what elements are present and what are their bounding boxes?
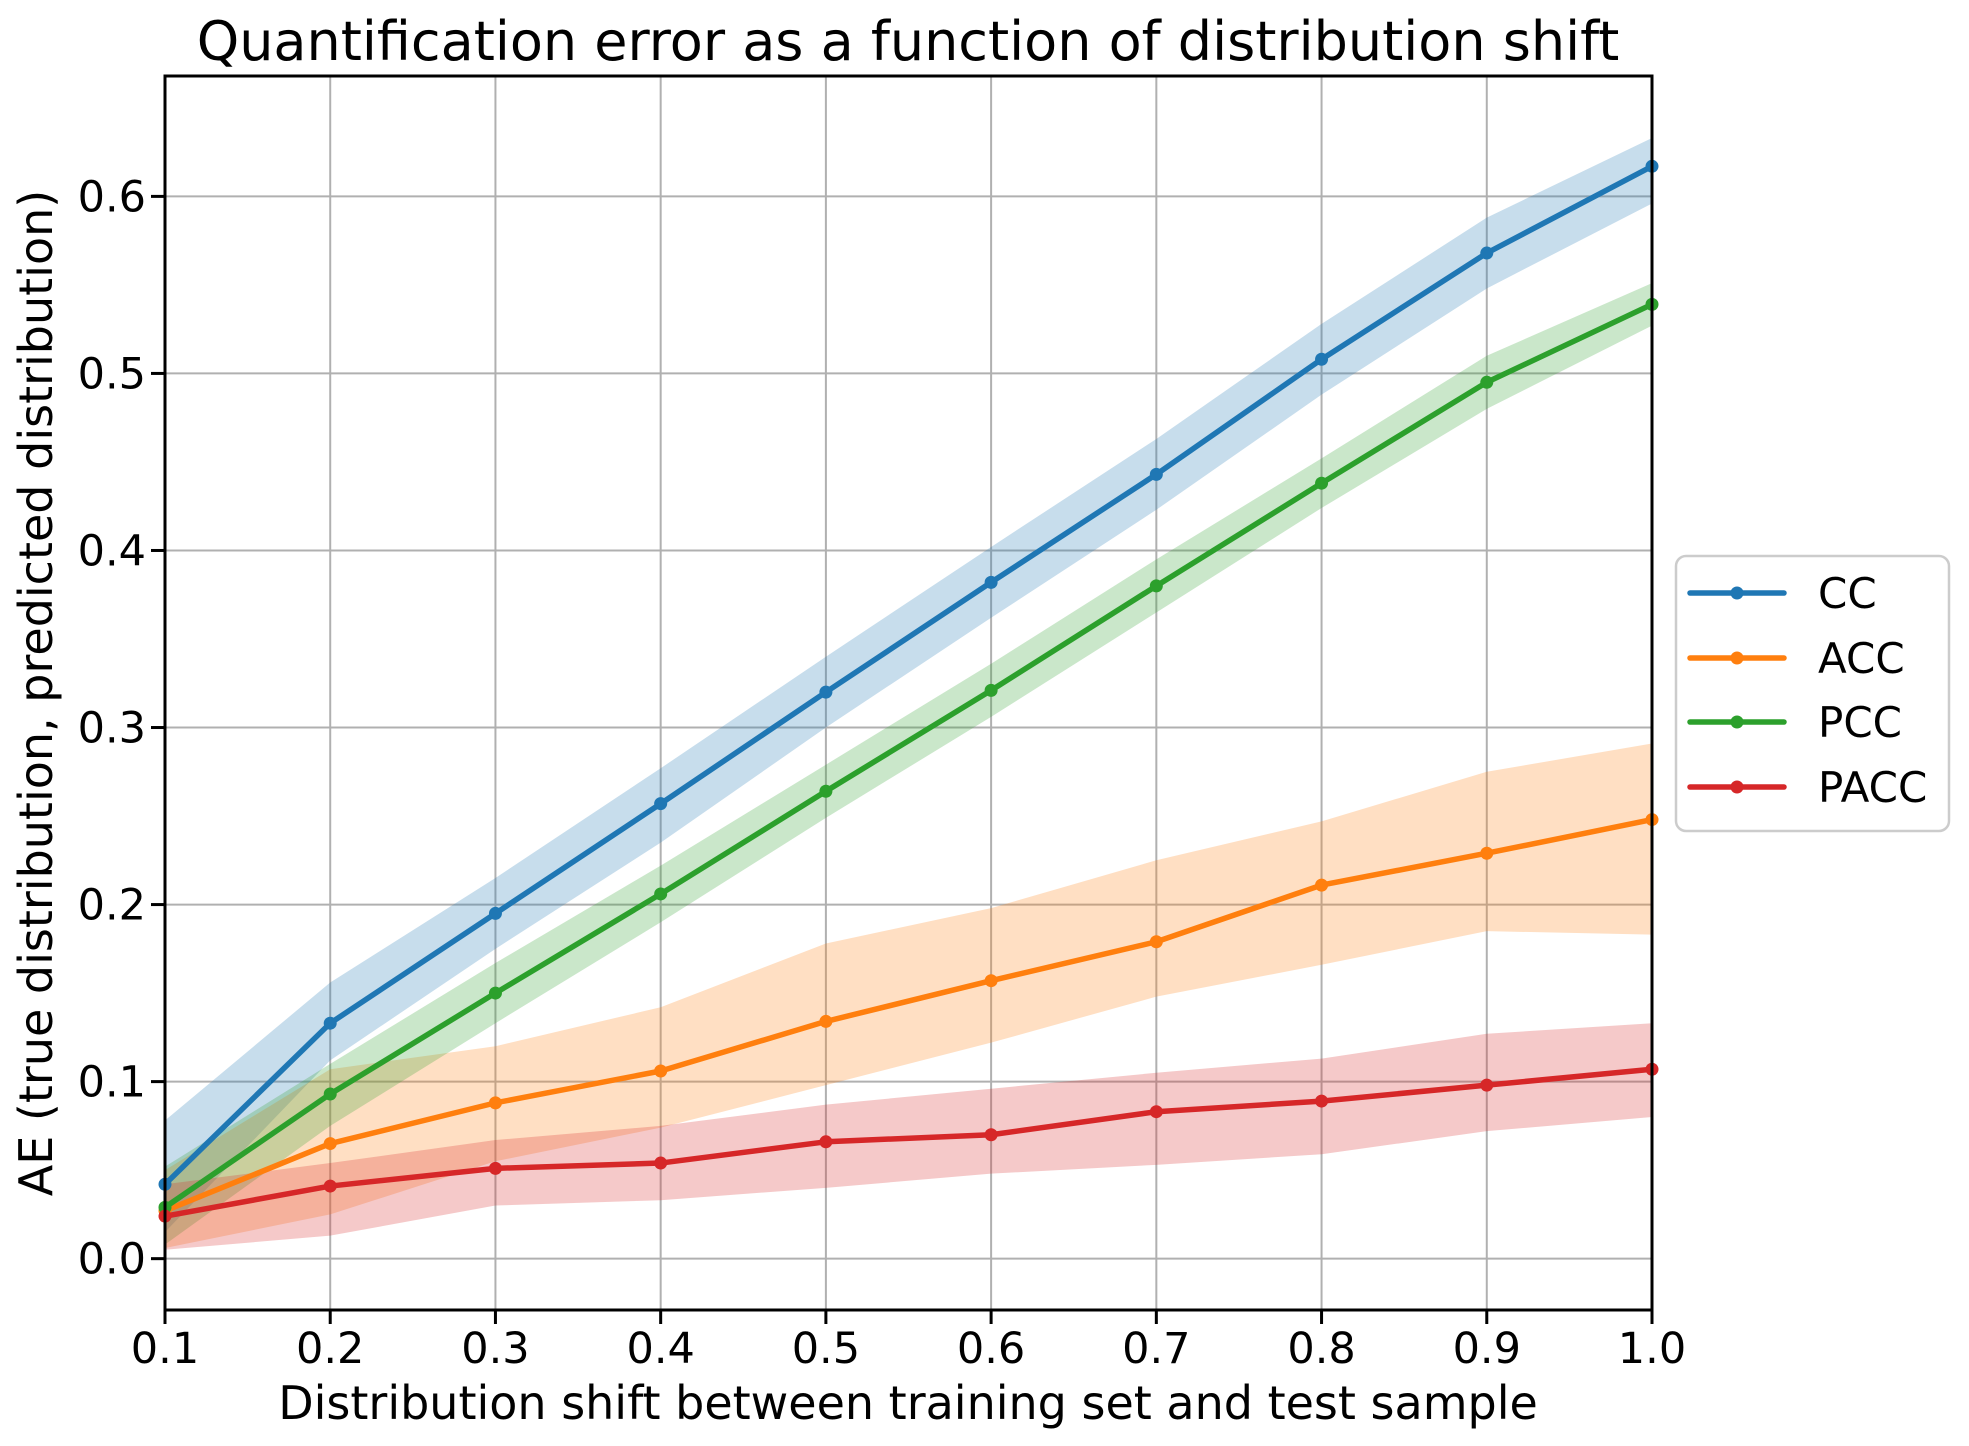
legend-label-PACC: PACC [1818, 763, 1927, 812]
marker-ACC-0.4 [654, 1064, 668, 1078]
y-tick-label-0.0: 0.0 [78, 1235, 146, 1285]
x-tick-label-1.0: 1.0 [1618, 1324, 1686, 1374]
legend-marker-CC [1730, 586, 1744, 600]
marker-PCC-0.8 [1315, 476, 1329, 490]
confidence-bands [165, 137, 1652, 1250]
x-tick-label-0.5: 0.5 [792, 1324, 860, 1374]
marker-CC-0.5 [819, 685, 833, 699]
marker-PACC-0.5 [819, 1135, 833, 1149]
marker-ACC-0.3 [488, 1096, 502, 1110]
y-tick-label-0.2: 0.2 [78, 881, 146, 931]
legend-label-CC: CC [1818, 569, 1877, 618]
legend-entry-PACC: PACC [1687, 763, 1927, 812]
marker-CC-0.3 [488, 906, 502, 920]
marker-PCC-0.3 [488, 986, 502, 1000]
x-tick-label-0.2: 0.2 [296, 1324, 364, 1374]
axis-ticks: 0.1 0.2 0.3 0.4 0.5 0.6 0.7 0.8 0.9 1.0 0.0 0.1 0.2 0… [78, 172, 1687, 1374]
marker-ACC-0.8 [1315, 878, 1329, 892]
series-lines [158, 159, 1659, 1223]
marker-PACC-0.3 [488, 1161, 502, 1175]
x-tick-label-0.6: 0.6 [957, 1324, 1025, 1374]
legend-marker-ACC [1730, 651, 1744, 665]
line-CC [162, 163, 1655, 1188]
marker-ACC-0.5 [819, 1014, 833, 1028]
line-PACC [162, 1066, 1655, 1219]
band-PCC [165, 283, 1652, 1245]
legend-entry-PCC: PCC [1687, 698, 1902, 747]
legend-marker-PACC [1730, 780, 1744, 794]
marker-PACC-0.6 [984, 1128, 998, 1142]
x-tick-label-0.9: 0.9 [1453, 1324, 1521, 1374]
marker-PCC-0.6 [984, 683, 998, 697]
marker-PACC-0.8 [1315, 1094, 1329, 1108]
chart-title: Quantification error as a function of di… [197, 10, 1620, 73]
legend-label-ACC: ACC [1818, 634, 1905, 683]
marker-PCC-0.9 [1480, 375, 1494, 389]
marker-ACC-0.6 [984, 974, 998, 988]
y-tick-label-0.6: 0.6 [78, 172, 146, 222]
marker-ACC-0.9 [1480, 846, 1494, 860]
marker-PACC-0.9 [1480, 1078, 1494, 1092]
legend-marker-PCC [1730, 715, 1744, 729]
marker-PCC-0.4 [654, 887, 668, 901]
x-tick-label-0.8: 0.8 [1287, 1324, 1355, 1374]
legend: CC ACC PCC PACC [1674, 554, 1951, 833]
legend-entry-CC: CC [1687, 569, 1877, 618]
y-axis-label: AE (true distribution, predicted distrib… [9, 190, 63, 1196]
marker-ACC-0.7 [1149, 935, 1163, 949]
marker-PACC-0.4 [654, 1156, 668, 1170]
plot-border [163, 74, 1654, 1312]
y-tick-label-0.1: 0.1 [78, 1058, 146, 1108]
x-axis-label: Distribution shift between training set … [278, 1376, 1538, 1430]
marker-CC-0.4 [654, 797, 668, 811]
legend-label-PCC: PCC [1818, 698, 1902, 747]
legend-frame [1674, 554, 1951, 833]
marker-PACC-0.7 [1149, 1105, 1163, 1119]
marker-PCC-0.7 [1149, 579, 1163, 593]
y-tick-label-0.3: 0.3 [78, 704, 146, 754]
marker-CC-0.7 [1149, 467, 1163, 481]
marker-PACC-0.2 [323, 1179, 337, 1193]
x-tick-label-0.1: 0.1 [131, 1324, 199, 1374]
marker-PCC-0.2 [323, 1087, 337, 1101]
x-tick-label-0.3: 0.3 [461, 1324, 529, 1374]
legend-entry-ACC: ACC [1687, 634, 1905, 683]
band-ACC [165, 743, 1652, 1249]
marker-CC-0.9 [1480, 246, 1494, 260]
marker-CC-0.6 [984, 575, 998, 589]
line-ACC [162, 816, 1655, 1214]
line-PCC [162, 301, 1655, 1211]
x-tick-label-0.7: 0.7 [1122, 1324, 1190, 1374]
marker-CC-0.2 [323, 1016, 337, 1030]
y-tick-label-0.5: 0.5 [78, 349, 146, 399]
y-tick-label-0.4: 0.4 [78, 526, 146, 576]
marker-CC-0.8 [1315, 352, 1329, 366]
marker-PCC-0.5 [819, 784, 833, 798]
x-tick-label-0.4: 0.4 [626, 1324, 694, 1374]
marker-ACC-0.2 [323, 1137, 337, 1151]
band-CC [165, 137, 1652, 1233]
